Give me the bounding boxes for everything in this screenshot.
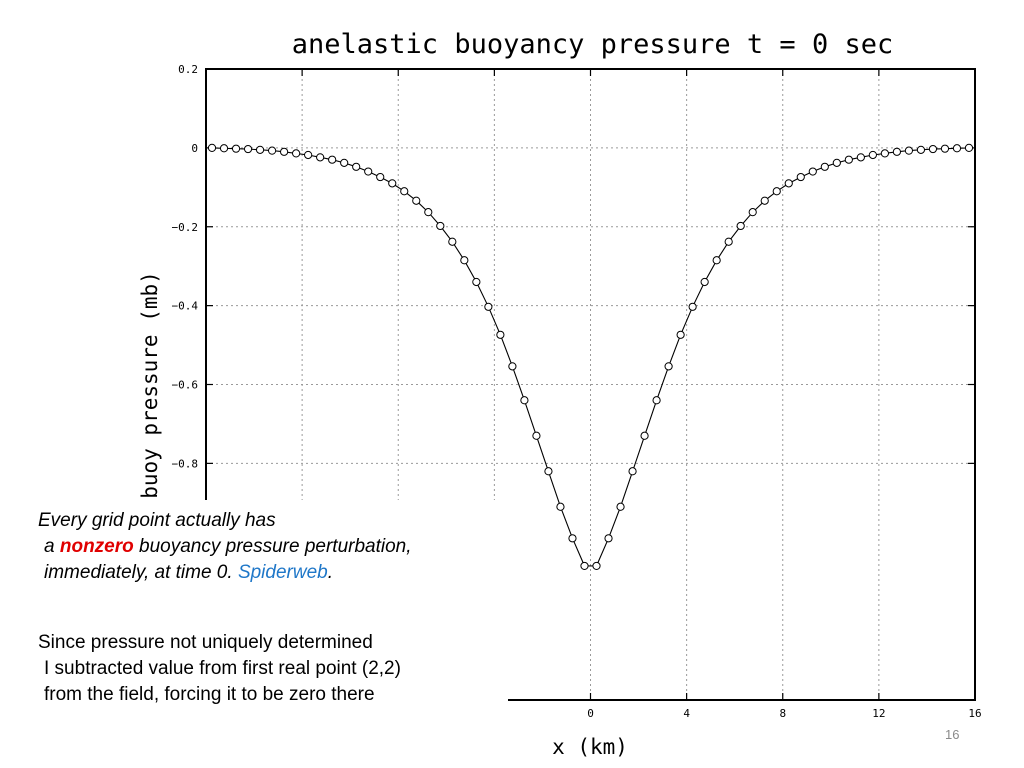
data-point [784,179,793,188]
note-line-2-prefix: a [44,536,60,557]
data-point [724,237,733,246]
data-point [255,145,265,154]
data-point [532,431,541,440]
annotation-box: Every grid point actually has a nonzero … [28,500,508,730]
data-point [328,155,337,164]
data-point [880,149,889,158]
x-tick-label: 12 [872,707,885,720]
data-point [568,534,577,543]
spiderweb-highlight: Spiderweb [237,562,328,583]
series-line [211,147,970,567]
data-point [964,143,974,152]
y-tick-label: −0.8 [172,457,199,470]
data-point [844,155,853,164]
data-point [868,150,877,160]
x-tick-label: 0 [587,707,594,720]
data-point [628,467,637,476]
data-point [472,277,481,287]
data-point [952,144,962,153]
y-tick-label: 0 [191,142,198,155]
x-tick-label: 16 [968,707,981,720]
data-point [267,146,277,155]
y-tick-label: −0.2 [172,221,199,234]
x-tick-label: 8 [779,707,786,720]
data-point [352,162,361,171]
data-point [207,143,217,152]
y-tick-label: 0.2 [178,63,198,76]
y-tick-label: −0.4 [172,300,199,313]
data-point [688,302,697,311]
data-point [652,396,661,405]
data-point [796,172,805,182]
x-axis-label: x (km) [552,735,628,759]
data-point [292,149,301,158]
data-point [664,362,673,371]
data-point [243,144,253,154]
data-point [304,150,313,160]
note-line-1: Every grid point actually has [38,510,276,531]
data-point [460,256,469,265]
note-line-3-prefix: immediately, at time 0. [44,562,238,583]
data-point [544,467,553,476]
data-point [676,330,685,339]
data-point [388,179,397,188]
data-point [448,237,457,246]
series-markers [207,143,974,571]
data-point [820,162,829,171]
data-point [340,158,349,167]
data-point [808,167,817,176]
data-point [400,187,409,196]
data-point [580,561,589,571]
data-point [928,144,938,154]
data-point [892,147,901,156]
data-point [496,330,505,339]
data-point [592,561,601,571]
y-axis-label: buoy pressure (mb) [138,271,162,499]
note-line-6: from the field, forcing it to be zero th… [44,684,375,705]
data-point [748,208,757,217]
nonzero-highlight: nonzero [59,536,134,557]
data-point [484,302,493,311]
note-line-3-suffix: . [327,562,333,583]
data-point [219,144,229,153]
data-point [376,172,385,182]
data-point [640,431,649,440]
y-tick-label: −0.6 [172,379,199,392]
slide-number: 16 [945,727,960,742]
note-line-2: a nonzero buoyancy pressure perturbation… [44,536,412,558]
data-point [520,396,529,405]
note-line-4: Since pressure not uniquely determined [38,632,373,653]
data-point [616,502,625,511]
x-tick-label: 4 [683,707,690,720]
data-point [556,502,565,511]
data-point [280,147,289,156]
data-point [436,221,445,231]
data-point [316,153,325,162]
data-point [832,158,841,167]
data-point [736,221,745,231]
data-point [712,256,721,265]
data-point [916,145,926,154]
data-point [231,144,241,153]
data-point [772,187,781,196]
data-point [508,362,517,371]
data-point [604,534,613,543]
data-point [856,153,865,162]
data-point [424,208,433,217]
note-line-2-suffix: buoyancy pressure perturbation, [133,536,412,557]
chart-title: anelastic buoyancy pressure t = 0 sec [292,29,893,60]
grid-lines [206,69,975,700]
tick-labels: 0 4 8 12 16 0.2 0 −0.2 −0.4 −0.6 −0.8 [172,63,982,720]
data-point [364,167,373,176]
data-point [904,146,914,155]
note-line-5: I subtracted value from first real point… [44,658,401,679]
data-point [412,196,421,205]
note-line-3: immediately, at time 0. Spiderweb. [44,562,333,584]
data-point [760,196,769,205]
data-point [940,144,950,153]
data-point [700,277,709,287]
